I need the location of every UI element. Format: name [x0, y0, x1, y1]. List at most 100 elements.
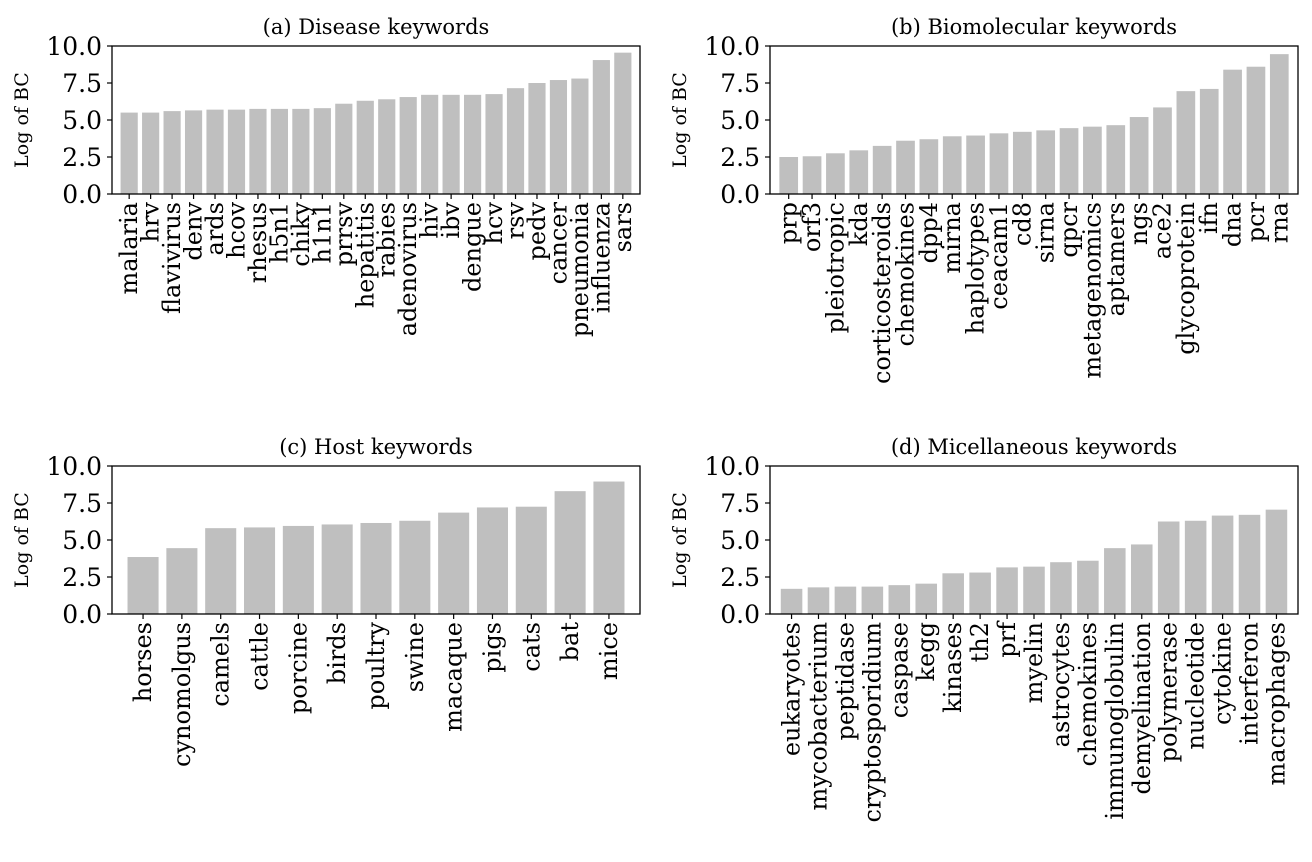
x-tick-label: nucleotide — [1182, 622, 1210, 750]
bar — [872, 145, 892, 194]
bar — [282, 525, 314, 614]
bar — [896, 140, 915, 194]
y-tick-label: 10.0 — [704, 32, 760, 61]
bar — [807, 587, 830, 614]
x-tick-label: swine — [401, 622, 429, 692]
x-tick-label: cancer — [544, 201, 572, 284]
x-tick-label: birds — [323, 622, 351, 684]
y-axis-label: Log of BC — [669, 72, 691, 168]
x-tick-label: caspase — [885, 622, 913, 718]
bar — [834, 586, 857, 614]
bar — [163, 111, 181, 194]
y-tick-label: 7.5 — [62, 69, 102, 98]
x-tick-label: cats — [517, 622, 545, 672]
x-tick-label: kinases — [939, 622, 967, 713]
y-tick-label: 2.5 — [720, 563, 760, 592]
x-tick-label: hiv — [416, 202, 444, 239]
y-tick-label: 2.5 — [62, 563, 102, 592]
bar — [1129, 117, 1149, 194]
bar — [554, 491, 586, 614]
y-tick-label: 5.0 — [720, 106, 760, 135]
x-tick-label: pleiotropic — [821, 202, 849, 333]
x-tick-label: dna — [1219, 202, 1247, 247]
x-tick-label: pneumonia — [566, 202, 594, 337]
bar — [515, 506, 547, 614]
bar — [1153, 107, 1172, 194]
y-axis-label: Log of BC — [669, 492, 691, 588]
bar — [969, 572, 991, 614]
x-tick-label: interferon — [1236, 622, 1264, 745]
x-tick-label: cattle — [246, 622, 274, 691]
bar — [506, 88, 525, 194]
bar — [335, 103, 353, 194]
x-tick-label: malaria — [115, 202, 143, 295]
bar — [485, 94, 503, 194]
x-tick-label: h5n1 — [265, 202, 293, 263]
bar — [313, 108, 331, 194]
x-tick-label: macaque — [440, 622, 468, 732]
x-tick-label: horses — [129, 622, 157, 702]
x-tick-label: hcv — [480, 202, 508, 245]
bar — [120, 112, 138, 194]
bar — [464, 94, 482, 194]
chart-panel: (c) Host keywords Log of BC 0.0 2.5 5.0 7.5 10… — [11, 435, 641, 767]
x-tick-label: mycobacterium — [805, 622, 833, 811]
bar — [399, 520, 431, 614]
bar — [184, 110, 203, 194]
bar — [614, 52, 632, 194]
x-tick-label: sirna — [1032, 202, 1060, 263]
x-tick-label: ceacam1 — [985, 202, 1013, 310]
x-tick-label: prrsv — [330, 202, 358, 267]
x-tick-label: hepatitis — [351, 202, 379, 308]
x-tick-label: kda — [845, 202, 873, 246]
x-tick-label: camels — [207, 622, 235, 707]
bar — [356, 100, 374, 194]
bar — [780, 588, 803, 614]
x-tick-label: macrophages — [1262, 622, 1290, 785]
y-tick-label: 2.5 — [62, 143, 102, 172]
x-tick-label: pcr — [1242, 201, 1270, 242]
bar — [1184, 520, 1207, 614]
bar — [1211, 515, 1234, 614]
x-tick-label: rabies — [373, 202, 401, 277]
bar — [1246, 66, 1266, 194]
x-tick-label: prf — [993, 620, 1021, 658]
x-tick-label: dengue — [459, 202, 487, 292]
x-tick-label: ibv — [437, 202, 465, 239]
x-tick-label: ifn — [1195, 202, 1223, 234]
x-tick-label: qpcr — [1055, 201, 1083, 257]
x-tick-label: adenovirus — [394, 202, 422, 336]
bar — [249, 108, 267, 194]
x-tick-label: h1n1 — [308, 202, 336, 263]
x-tick-label: bat — [556, 622, 584, 662]
y-tick-label: 0.0 — [62, 600, 102, 629]
y-tick-label: 0.0 — [62, 180, 102, 209]
bar — [861, 586, 884, 614]
bar — [166, 548, 198, 614]
bar — [127, 557, 159, 614]
panel-title: (b) Biomolecular keywords — [891, 15, 1177, 39]
bar — [528, 83, 546, 194]
bar — [826, 153, 845, 194]
x-tick-label: flavivirus — [158, 202, 186, 314]
bar — [919, 139, 939, 194]
y-tick-label: 10.0 — [46, 32, 102, 61]
chart-panel: (b) Biomolecular keywords Log of BC 0.0 2.5… — [669, 15, 1299, 384]
y-tick-label: 10.0 — [46, 452, 102, 481]
bar — [1012, 131, 1032, 194]
bar — [571, 78, 589, 194]
bar — [966, 135, 985, 194]
x-tick-label: glycoprotein — [1172, 202, 1200, 355]
x-tick-label: astrocytes — [1047, 622, 1075, 747]
bar — [1176, 91, 1196, 194]
x-tick-label: ards — [201, 202, 229, 255]
bar — [476, 507, 508, 614]
x-tick-label: polymerase — [1155, 622, 1183, 762]
bar — [244, 527, 276, 614]
x-tick-label: denv — [180, 202, 208, 261]
x-tick-label: chemokines — [1074, 622, 1102, 767]
bar — [205, 528, 237, 614]
bar — [206, 109, 224, 194]
x-tick-label: corticosteroids — [868, 202, 896, 384]
